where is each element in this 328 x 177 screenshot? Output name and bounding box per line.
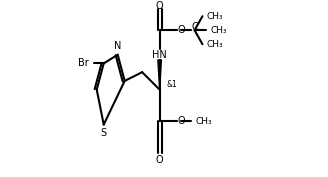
Text: O: O <box>156 155 163 165</box>
Text: CH₃: CH₃ <box>207 40 223 49</box>
Text: &1: &1 <box>167 80 177 89</box>
Polygon shape <box>158 60 161 90</box>
Text: S: S <box>101 128 107 138</box>
Text: HN: HN <box>152 50 167 60</box>
Text: CH₃: CH₃ <box>210 26 227 35</box>
Text: C: C <box>192 22 199 32</box>
Text: O: O <box>156 1 163 11</box>
Text: N: N <box>114 41 121 51</box>
Text: CH₃: CH₃ <box>207 12 223 21</box>
Text: CH₃: CH₃ <box>195 117 212 126</box>
Text: O: O <box>178 25 186 35</box>
Text: Br: Br <box>78 58 89 68</box>
Text: O: O <box>178 116 186 126</box>
